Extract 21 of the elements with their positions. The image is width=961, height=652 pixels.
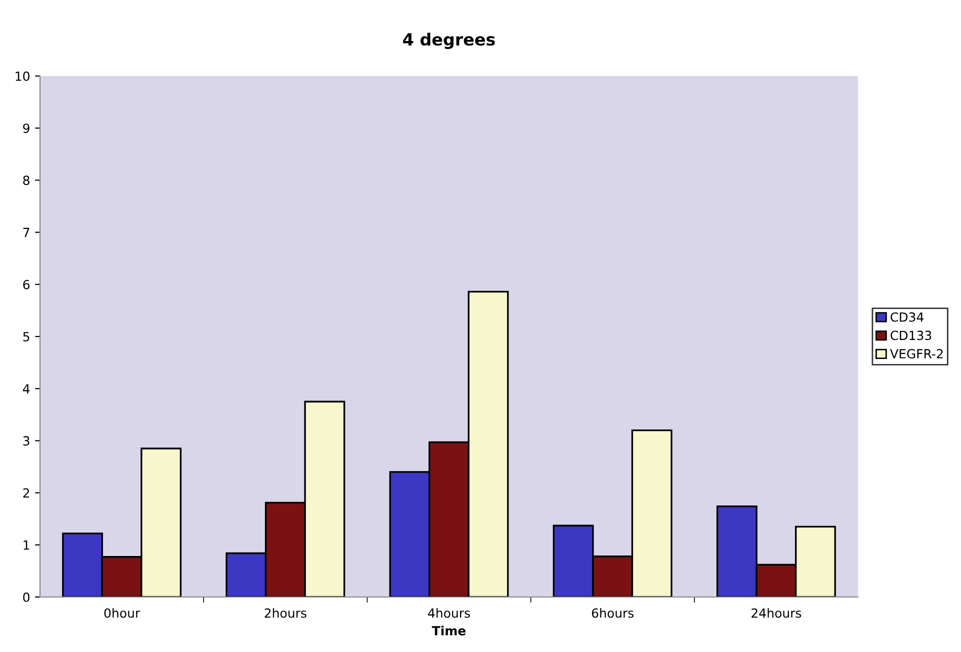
y-tick-label: 8: [23, 176, 30, 186]
y-tick-label: 5: [23, 332, 30, 342]
legend-label: CD34: [890, 312, 924, 322]
legend-label: CD133: [890, 330, 932, 340]
x-axis-title: Time: [432, 626, 466, 636]
chart-title: 4 degrees: [403, 32, 495, 50]
y-tick-label: 10: [16, 71, 30, 81]
y-tick-label: 7: [23, 228, 30, 238]
y-tick-label: 0: [23, 592, 30, 602]
y-tick-label: 4: [22, 384, 30, 394]
x-tick-label: 2hours: [264, 608, 306, 618]
x-tick-label: 4hours: [428, 608, 470, 618]
x-tick-label: 6hours: [592, 608, 634, 618]
x-tick-label: 0hour: [104, 608, 140, 618]
legend-label: VEGFR-2: [890, 349, 943, 358]
x-tick-label: 24hours: [752, 608, 802, 618]
y-tick-label: 9: [23, 124, 30, 134]
y-tick-label: 2: [23, 488, 30, 498]
y-tick-label: 1: [24, 540, 30, 550]
y-tick-label: 3: [23, 436, 30, 446]
y-tick-label: 6: [23, 280, 30, 290]
